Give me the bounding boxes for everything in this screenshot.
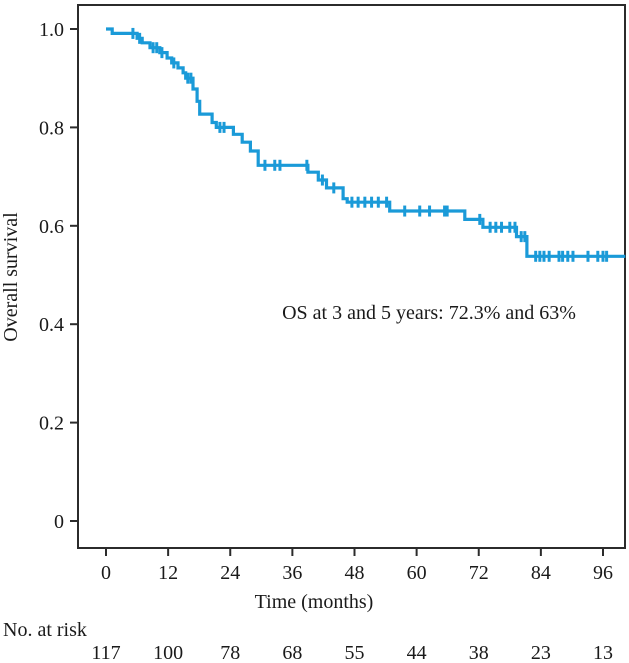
x-tick-label: 72 — [469, 562, 489, 584]
y-tick-label: 1.0 — [39, 19, 64, 41]
y-tick-label: 0.2 — [39, 413, 64, 435]
risk-count: 23 — [531, 642, 551, 663]
risk-count: 38 — [469, 642, 489, 663]
y-tick-label: 0.4 — [39, 314, 64, 336]
x-tick-label: 48 — [344, 562, 364, 584]
y-tick-label: 0 — [54, 511, 64, 533]
km-curve-layer — [106, 27, 626, 262]
y-axis-title: Overall survival — [0, 212, 22, 342]
risk-count: 68 — [282, 642, 302, 663]
x-tick-label: 84 — [531, 562, 551, 584]
risk-count-row: 117 100 78 68 55 44 38 23 13 — [91, 642, 613, 663]
risk-count: 44 — [407, 642, 427, 663]
risk-count: 100 — [153, 642, 183, 663]
risk-count: 55 — [344, 642, 364, 663]
y-axis-ticks: 1.0 0.8 0.6 0.4 0.2 0 — [39, 19, 78, 533]
y-tick-label: 0.6 — [39, 216, 64, 238]
risk-count: 13 — [593, 642, 613, 663]
plot-area-border — [77, 4, 626, 549]
x-axis-ticks: 0 12 24 36 48 60 72 84 96 — [101, 548, 613, 584]
x-tick-label: 96 — [593, 562, 613, 584]
x-tick-label: 36 — [282, 562, 302, 584]
os-annotation: OS at 3 and 5 years: 72.3% and 63% — [282, 302, 576, 324]
risk-count: 117 — [91, 642, 120, 663]
km-curve — [106, 27, 626, 258]
x-tick-label: 0 — [101, 562, 111, 584]
x-axis-title: Time (months) — [255, 591, 374, 613]
risk-count: 78 — [220, 642, 240, 663]
x-tick-label: 24 — [220, 562, 240, 584]
y-tick-label: 0.8 — [39, 117, 64, 139]
x-tick-label: 60 — [407, 562, 427, 584]
risk-table-title: No. at risk — [3, 619, 87, 641]
x-tick-label: 12 — [158, 562, 178, 584]
